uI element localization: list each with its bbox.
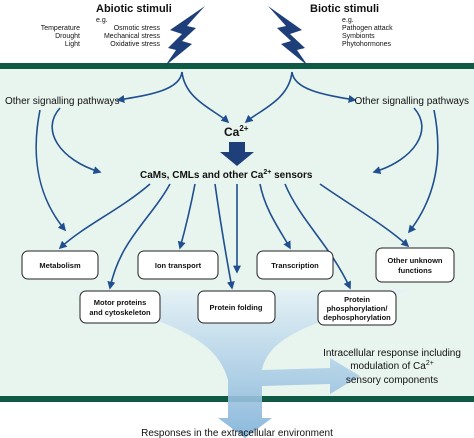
intracellular-text: modulation of Ca2+ xyxy=(350,360,434,372)
abiotic-bolt xyxy=(165,6,205,66)
abiotic-item: Osmotic stress xyxy=(114,25,161,32)
sensors-suffix: sensors xyxy=(271,170,313,181)
biotic-title: Biotic stimuli xyxy=(310,3,379,15)
box-label: Transcription xyxy=(271,261,319,270)
box xyxy=(137,250,219,280)
sensors-text: CaMs, CMLs and other Ca xyxy=(140,170,264,181)
sensors: CaMs, CMLs and other Ca2+ sensors xyxy=(140,169,313,181)
pathways-right: Other signalling pathways xyxy=(354,96,469,107)
biotic-eg: e.g. xyxy=(342,17,354,24)
intracellular-text: Intracellular response including xyxy=(323,348,461,359)
intracellular-line: modulation of Ca xyxy=(350,361,426,372)
sensors-charge: 2+ xyxy=(263,169,271,176)
extracellular-text: Responses in the extracellular environme… xyxy=(141,428,333,438)
abiotic-item: Temperature xyxy=(41,25,80,32)
calcium: Ca2+ xyxy=(224,124,249,139)
abiotic-item: Drought xyxy=(55,33,80,40)
biotic-item: Phytohormones xyxy=(342,41,392,48)
calcium-charge: 2+ xyxy=(239,124,248,133)
box-label: functions xyxy=(398,266,432,275)
intracellular-charge: 2+ xyxy=(426,360,434,367)
membrane-top xyxy=(0,63,474,69)
abiotic-item: Mechanical stress xyxy=(104,33,161,40)
box xyxy=(256,250,334,280)
box-label: and cytoskeleton xyxy=(89,308,151,317)
pathways-left: Other signalling pathways xyxy=(5,96,120,107)
intracellular-text: sensory components xyxy=(346,375,438,386)
abiotic-item: Light xyxy=(65,41,80,48)
abiotic-item: Oxidative stress xyxy=(110,41,160,48)
box-label: Protein folding xyxy=(210,303,263,312)
box-label: Protein xyxy=(344,295,370,304)
ca-arrow xyxy=(220,142,254,166)
box-label: dephosphorylation xyxy=(323,313,391,322)
function-boxes: Metabolism Ion transport Transcription O… xyxy=(21,247,455,326)
biotic-item: Pathogen attack xyxy=(342,25,393,32)
box xyxy=(79,290,161,324)
box-label: Ion transport xyxy=(155,261,202,270)
box-label: phosphorylation/ xyxy=(327,304,389,313)
box xyxy=(197,290,276,324)
box-label: Other unknown xyxy=(388,256,443,265)
calcium-ion: Ca xyxy=(224,125,240,139)
box-label: Motor proteins xyxy=(94,298,147,307)
biotic-bolt xyxy=(268,6,308,66)
response-funnel xyxy=(70,290,410,438)
abiotic-eg: e.g. xyxy=(96,17,108,24)
box-label: Metabolism xyxy=(39,261,81,270)
box xyxy=(317,290,397,326)
biotic-item: Symbionts xyxy=(342,33,375,40)
box xyxy=(21,250,99,280)
abiotic-title: Abiotic stimuli xyxy=(96,3,172,15)
box xyxy=(375,247,455,283)
arrows xyxy=(35,71,439,290)
